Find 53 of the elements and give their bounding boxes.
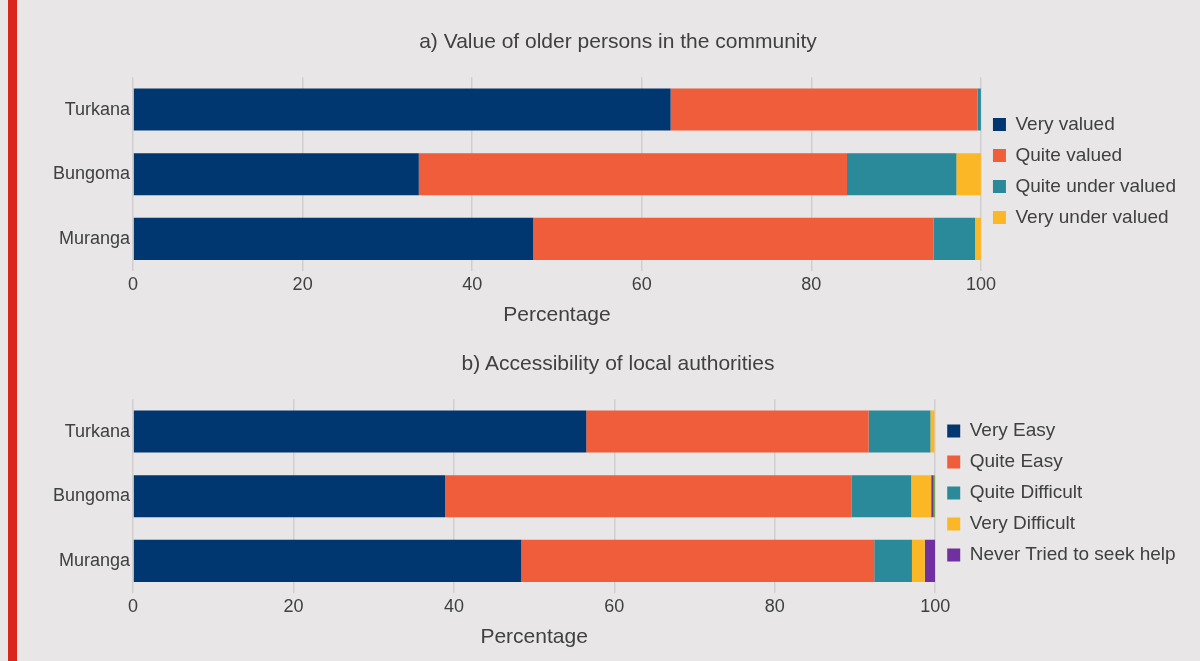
legend-label: Quite valued xyxy=(1015,143,1123,165)
legend-label: Never Tried to seek help xyxy=(969,543,1176,565)
x-tick-label: 40 xyxy=(443,595,464,616)
y-tick-label: Muranga xyxy=(59,227,132,248)
bar xyxy=(956,153,981,196)
legend-label: Quite Easy xyxy=(969,450,1064,472)
legend-label: Very Easy xyxy=(969,419,1056,441)
x-tick-label: 100 xyxy=(920,595,951,616)
x-tick-label: 0 xyxy=(128,273,139,294)
x-tick-label: 100 xyxy=(965,273,996,294)
bar xyxy=(521,539,875,582)
x-tick-label: 20 xyxy=(283,595,304,616)
x-axis-title: Percentage xyxy=(480,624,588,648)
bar xyxy=(924,539,936,582)
x-tick-label: 60 xyxy=(604,595,625,616)
chart-title: b) Accessibility of local authorities xyxy=(461,351,775,375)
bar xyxy=(846,153,957,196)
y-tick-label: Bungoma xyxy=(52,163,132,184)
legend-label: Very Difficult xyxy=(969,512,1076,534)
chart-title: a) Value of older persons in the community xyxy=(419,29,818,53)
y-tick-label: Turkana xyxy=(64,420,132,441)
legend-label: Very under valued xyxy=(1015,205,1169,227)
bar xyxy=(133,410,587,453)
legend-label: Very valued xyxy=(1015,112,1115,134)
x-tick-label: 20 xyxy=(292,273,313,294)
bar xyxy=(851,475,912,518)
y-tick-label: Bungoma xyxy=(52,485,132,506)
bar xyxy=(418,153,847,196)
legend-label: Quite Difficult xyxy=(969,481,1084,503)
x-axis-title: Percentage xyxy=(503,302,611,326)
bar xyxy=(533,217,934,260)
x-tick-label: 80 xyxy=(764,595,785,616)
y-tick-label: Muranga xyxy=(59,549,132,570)
legend-label: Quite under valued xyxy=(1015,174,1177,196)
x-tick-label: 0 xyxy=(128,595,139,616)
bar xyxy=(874,539,912,582)
bar xyxy=(133,539,522,582)
bar xyxy=(930,410,935,453)
bar xyxy=(445,475,852,518)
bar xyxy=(133,475,446,518)
bar xyxy=(933,217,976,260)
bar xyxy=(911,539,925,582)
y-tick-label: Turkana xyxy=(64,98,132,119)
x-tick-label: 80 xyxy=(801,273,822,294)
x-tick-label: 40 xyxy=(462,273,483,294)
bar xyxy=(133,88,671,131)
bar xyxy=(868,410,931,453)
x-tick-label: 60 xyxy=(631,273,652,294)
bar xyxy=(586,410,869,453)
bar xyxy=(133,217,534,260)
bar xyxy=(911,475,932,518)
bar xyxy=(670,88,978,131)
bar xyxy=(133,153,419,196)
